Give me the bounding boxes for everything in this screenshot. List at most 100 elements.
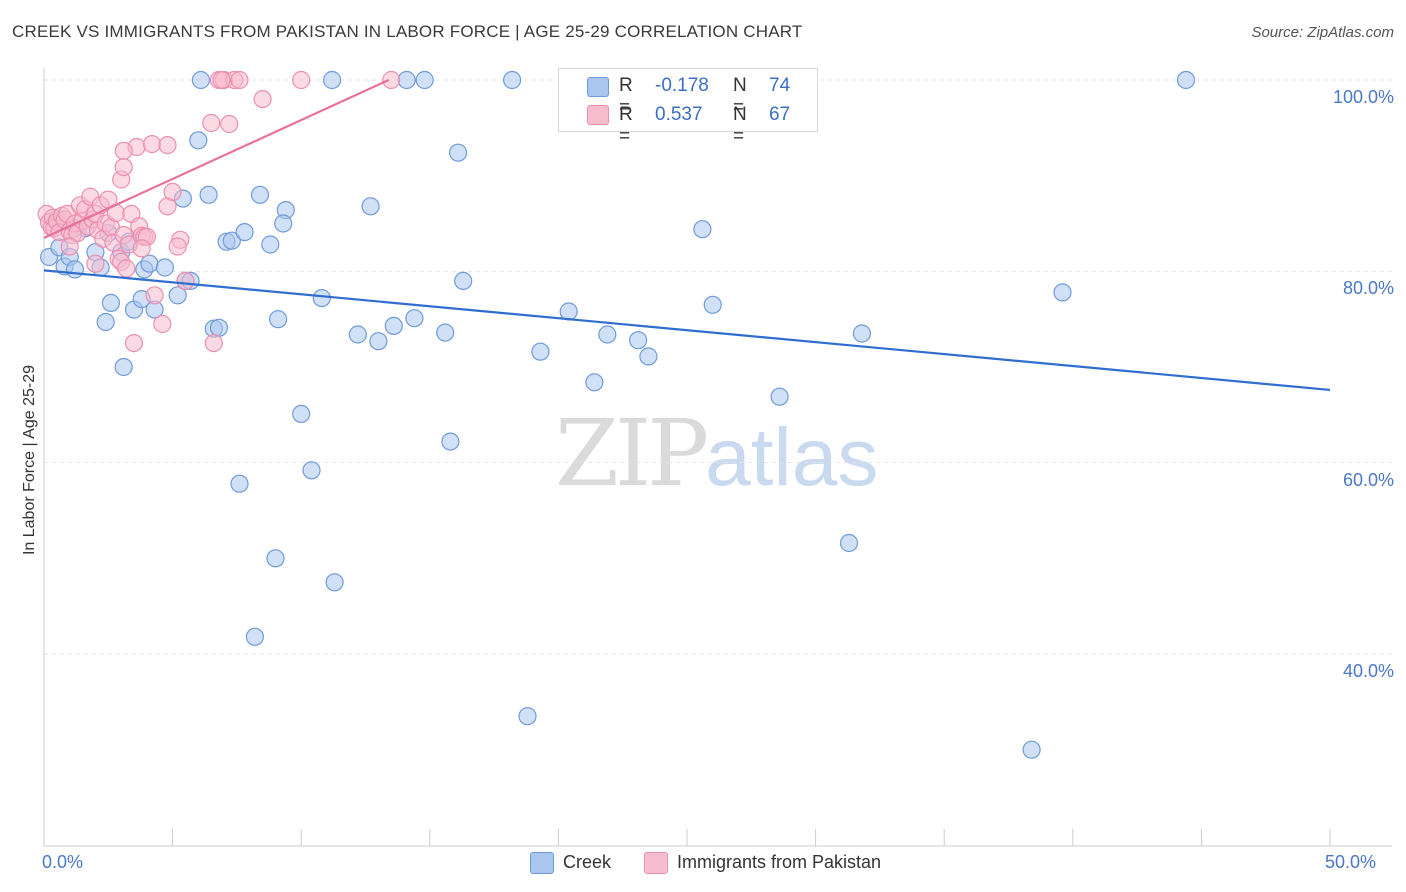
pakistan-r-label: R = [619, 104, 633, 147]
creek-point-46 [405, 309, 424, 328]
pakistan-point-48 [204, 334, 223, 353]
creek-point-53 [559, 302, 578, 321]
creek-point-28 [222, 231, 241, 250]
axes [43, 68, 1392, 847]
creek-point-66 [191, 70, 210, 90]
pakistan-point-44 [163, 182, 182, 201]
creek-point-29 [230, 474, 249, 493]
pakistan-point-63 [158, 136, 177, 155]
pakistan-n-value: 67 [769, 104, 791, 125]
creek-point-61 [839, 533, 859, 553]
pakistan-point-56 [382, 70, 401, 90]
pakistan-point-59 [114, 141, 133, 160]
pakistan-point-60 [60, 237, 79, 256]
creek-point-37 [274, 214, 293, 233]
creek-point-23 [189, 131, 208, 150]
creek-point-38 [292, 404, 311, 423]
bottom-legend-creek-swatch [530, 852, 554, 874]
creek-point-49 [449, 143, 468, 162]
y-tick-label-2: 60.0% [1342, 469, 1394, 490]
creek-r-label: R = [619, 75, 633, 118]
creek-swatch [587, 77, 609, 97]
creek-point-16 [140, 254, 159, 273]
creek-trend-line [43, 269, 1331, 392]
pakistan-point-61 [86, 254, 105, 273]
creek-point-70 [502, 70, 522, 90]
pakistan-r-value: 0.537 [655, 104, 703, 125]
source-credit: Source: ZipAtlas.com [1251, 24, 1394, 41]
pakistan-point-32 [117, 259, 136, 278]
creek-point-18 [155, 258, 174, 277]
creek-point-24 [199, 185, 218, 204]
pakistan-point-53 [230, 70, 249, 90]
bottom-legend-creek-label: Creek [563, 852, 612, 872]
pakistan-point-42 [153, 314, 172, 334]
creek-point-68 [397, 70, 416, 90]
y-tick-label-3: 40.0% [1342, 661, 1394, 681]
x-tick-min: 0.0% [42, 852, 84, 872]
creek-point-8 [96, 312, 115, 332]
creek-point-31 [245, 627, 264, 646]
creek-r-value: -0.178 [655, 75, 709, 96]
creek-point-41 [325, 573, 344, 592]
creek-point-55 [598, 325, 617, 344]
creek-point-9 [101, 293, 121, 312]
bottom-legend-pakistan-swatch [644, 852, 668, 874]
pakistan-trend-line [43, 78, 390, 239]
pakistan-point-51 [220, 114, 239, 134]
pakistan-point-47 [202, 113, 221, 133]
creek-point-40 [312, 289, 331, 308]
creek-point-11 [114, 357, 133, 377]
pakistan-point-66 [212, 70, 231, 90]
watermark: ZIPatlas [555, 400, 878, 507]
pakistan-point-58 [114, 158, 133, 177]
creek-point-34 [269, 310, 288, 329]
creek-point-19 [168, 286, 187, 305]
pakistan-point-64 [168, 237, 187, 256]
creek-point-39 [302, 461, 321, 480]
pakistan-point-55 [292, 70, 311, 90]
creek-point-47 [436, 323, 455, 342]
pakistan-swatch [587, 105, 609, 125]
creek-point-57 [639, 347, 658, 366]
trend-lines [43, 78, 1331, 392]
creek-point-4 [65, 260, 85, 279]
pakistan-n-label: N = [733, 104, 747, 147]
creek-point-54 [585, 373, 604, 392]
creek-point-56 [628, 331, 648, 350]
creek-point-33 [261, 235, 280, 254]
creek-point-26 [209, 318, 228, 337]
y-tick-label-0: 100.0% [1332, 87, 1394, 107]
creek-point-50 [454, 271, 473, 290]
creek-point-58 [693, 220, 712, 239]
creek-point-44 [369, 332, 388, 351]
creek-n-label: N = [733, 75, 747, 118]
chart-title: CREEK VS IMMIGRANTS FROM PAKISTAN IN LAB… [12, 22, 803, 41]
data-points [37, 70, 1196, 759]
pakistan-point-41 [145, 286, 164, 305]
creek-point-42 [348, 325, 367, 344]
creek-point-67 [323, 70, 342, 90]
creek-point-60 [770, 387, 789, 406]
bottom-legend-pakistan-label: Immigrants from Pakistan [677, 852, 882, 872]
creek-point-45 [384, 316, 403, 335]
pakistan-point-35 [124, 334, 144, 353]
creek-point-32 [250, 185, 270, 204]
pakistan-point-65 [132, 239, 151, 258]
y-tick-label-1: 80.0% [1342, 278, 1394, 299]
grid-lines [44, 79, 1392, 655]
creek-point-35 [266, 549, 285, 568]
pakistan-point-46 [176, 271, 195, 290]
pakistan-point-54 [253, 89, 272, 109]
creek-point-69 [415, 70, 434, 90]
creek-point-65 [1176, 70, 1196, 90]
creek-point-30 [235, 223, 254, 242]
creek-n-value: 74 [769, 75, 791, 96]
x-tick-max: 50.0% [1325, 852, 1377, 872]
creek-point-43 [361, 197, 380, 216]
watermark-zip: ZIP [555, 400, 709, 507]
creek-point-48 [441, 432, 460, 451]
creek-point-64 [1053, 283, 1072, 302]
pakistan-point-40 [142, 135, 162, 154]
